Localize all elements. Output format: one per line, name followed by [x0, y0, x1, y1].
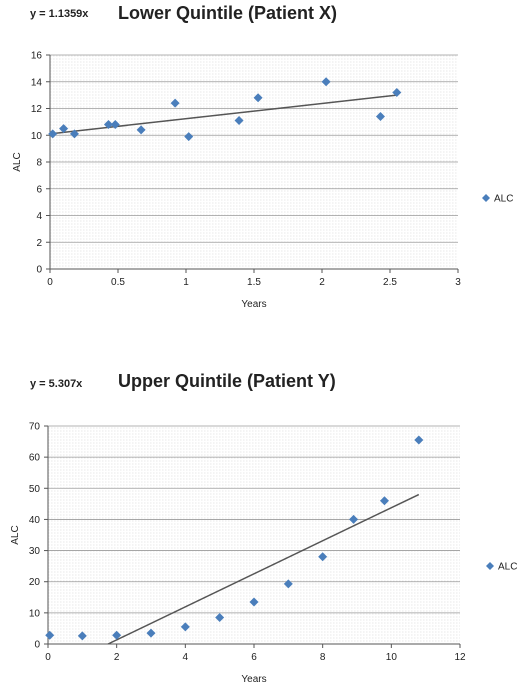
data-point [110, 120, 120, 130]
x-tick-label: 10 [386, 652, 398, 663]
y-tick-label: 14 [31, 77, 43, 88]
data-point [234, 116, 244, 126]
x-tick-label: 6 [251, 652, 257, 663]
x-axis-title: Years [241, 299, 266, 310]
data-point [45, 630, 55, 640]
trendline [107, 493, 420, 645]
y-tick-label: 0 [34, 640, 40, 651]
data-point [414, 435, 424, 445]
legend-marker [486, 562, 494, 570]
chart-upper-quintile: 0 10 20 30 40 50 60 70 0 2 4 6 8 10 12 Years ALC ALC y = … [0, 368, 520, 700]
data-point [184, 132, 194, 142]
x-tick-label: 2 [319, 277, 325, 288]
legend-label: ALC [494, 194, 513, 205]
x-tick-label: 12 [454, 652, 466, 663]
x-tick-label: 1.5 [247, 277, 261, 288]
x-tick-label: 2 [114, 652, 120, 663]
y-tick-label: 40 [29, 515, 41, 526]
legend-marker [482, 194, 490, 202]
data-point [321, 77, 331, 87]
data-point [136, 125, 146, 135]
data-point [318, 552, 328, 562]
plot-area [48, 426, 460, 644]
chart-title: Lower Quintile (Patient X) [118, 3, 338, 23]
data-point [103, 120, 113, 130]
x-tick-label: 0 [45, 652, 51, 663]
data-point [215, 613, 225, 623]
data-point [69, 129, 79, 139]
minor-gridlines [50, 55, 458, 267]
x-tick-label: 4 [183, 652, 189, 663]
y-tick-label: 6 [36, 184, 42, 195]
data-point [146, 628, 156, 638]
data-point [379, 496, 389, 506]
lower-quintile-plot: 0 2 4 6 8 10 12 14 16 0 0.5 1 1.5 2 2.5 3 Years ALC ALC [12, 51, 513, 311]
y-tick-label: 16 [31, 51, 43, 62]
data-point [59, 124, 69, 134]
data-point [392, 87, 402, 97]
data-point [77, 631, 87, 641]
upper-quintile-plot: 0 10 20 30 40 50 60 70 0 2 4 6 8 10 12 Years ALC ALC [10, 422, 517, 686]
y-tick-label: 70 [29, 422, 41, 433]
data-point [48, 129, 58, 139]
y-axis-title: ALC [12, 152, 23, 171]
x-tick-label: 0 [47, 277, 53, 288]
data-point [253, 93, 263, 103]
x-tick-label: 8 [320, 652, 326, 663]
minor-gridlines [48, 427, 460, 642]
data-point [180, 622, 190, 632]
data-point [170, 98, 180, 108]
y-tick-label: 20 [29, 577, 41, 588]
x-tick-label: 0.5 [111, 277, 125, 288]
x-tick-label: 1 [183, 277, 189, 288]
x-tick-label: 3 [455, 277, 461, 288]
legend-label: ALC [498, 562, 517, 573]
chart-equation: y = 1.1359x [30, 8, 89, 20]
chart-equation: y = 5.307x [30, 378, 83, 390]
y-tick-label: 0 [36, 265, 42, 276]
y-axis-title: ALC [10, 525, 21, 544]
chart-title: Upper Quintile (Patient Y) [118, 371, 336, 391]
data-point [283, 579, 293, 589]
y-tick-label: 10 [29, 608, 41, 619]
x-tick-label: 2.5 [383, 277, 397, 288]
y-tick-label: 12 [31, 104, 43, 115]
x-axis-title: Years [241, 674, 266, 685]
y-tick-label: 4 [36, 211, 42, 222]
y-tick-label: 10 [31, 131, 43, 142]
data-point [375, 112, 385, 122]
data-point [249, 597, 259, 607]
y-tick-label: 2 [36, 238, 42, 249]
y-tick-label: 30 [29, 546, 41, 557]
y-tick-label: 8 [36, 158, 42, 169]
data-point [112, 630, 122, 640]
y-tick-label: 60 [29, 453, 41, 464]
y-tick-label: 50 [29, 484, 41, 495]
chart-lower-quintile: 0 2 4 6 8 10 12 14 16 0 0.5 1 1.5 2 2.5 3 Years ALC ALC y … [0, 0, 520, 345]
data-point [349, 514, 359, 524]
